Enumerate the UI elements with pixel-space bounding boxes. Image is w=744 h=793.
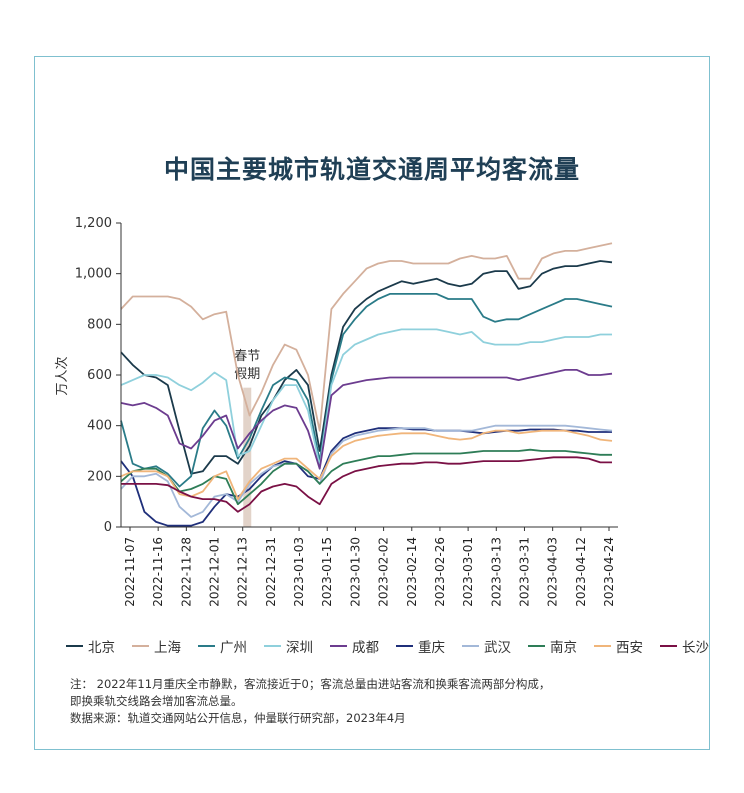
legend-item: 长沙: [660, 636, 709, 656]
legend-label: 上海: [154, 640, 181, 656]
legend-swatch: [528, 645, 545, 647]
legend-label: 成都: [352, 640, 379, 656]
y-tick-label: 600: [87, 368, 112, 383]
legend-swatch: [660, 645, 677, 647]
legend-label: 重庆: [418, 640, 445, 656]
series-line-南京: [120, 448, 612, 506]
legend-label: 广州: [220, 640, 247, 656]
series-line-北京: [120, 260, 613, 475]
x-tick-label: 2023-01-30: [348, 537, 362, 607]
x-tick-label: 2022-12-01: [208, 537, 222, 607]
y-tick-label: 1,000: [75, 267, 112, 282]
legend-item: 南京: [528, 636, 577, 656]
legend-item: 西安: [594, 636, 643, 656]
legend-label: 武汉: [484, 640, 511, 656]
y-axis-label: 万人次: [54, 356, 70, 395]
footnote: 注： 2022年11月重庆全市静默，客流接近于0；客流总量由进站客流和换乘客流两…: [70, 676, 670, 710]
series-line-重庆: [120, 427, 612, 527]
legend-label: 西安: [616, 640, 643, 656]
series-line-成都: [120, 369, 613, 470]
y-tick-label: 1,200: [75, 216, 112, 231]
x-tick-label: 2023-03-31: [517, 537, 531, 607]
legend-swatch: [594, 645, 611, 647]
x-tick-label: 2023-02-14: [405, 537, 419, 607]
x-tick-label: 2023-02-26: [433, 537, 447, 607]
x-tick-label: 2022-11-28: [179, 537, 193, 607]
x-tick-label: 2023-02-02: [377, 537, 391, 607]
x-tick-label: 2022-11-16: [151, 537, 165, 607]
x-tick-label: 2023-04-03: [546, 537, 560, 607]
legend-swatch: [198, 645, 215, 647]
series-line-广州: [120, 293, 613, 488]
footnote-line-1: 注： 2022年11月重庆全市静默，客流接近于0；客流总量由进站客流和换乘客流两…: [70, 677, 551, 691]
legend-swatch: [462, 645, 479, 647]
spring-festival-band: [243, 387, 252, 527]
x-tick-label: 2023-04-12: [574, 537, 588, 607]
legend-label: 北京: [88, 640, 115, 656]
legend-item: 北京: [66, 636, 115, 656]
legend-swatch: [264, 645, 281, 647]
footnote-line-2: 即换乘轨交线路会增加客流总量。: [70, 694, 243, 708]
y-tick-label: 200: [87, 469, 112, 484]
legend-item: 重庆: [396, 636, 445, 656]
legend-swatch: [330, 645, 347, 647]
series-layer: [120, 242, 613, 527]
legend-label: 南京: [550, 640, 577, 656]
x-tick-label: 2022-12-31: [264, 537, 278, 607]
legend-swatch: [132, 645, 149, 647]
x-tick-label: 2022-11-07: [123, 537, 137, 607]
data-source: 数据来源：轨道交通网站公开信息，仲量联行研究部，2023年4月: [70, 711, 406, 725]
series-line-深圳: [120, 328, 612, 468]
legend-swatch: [396, 645, 413, 647]
x-tick-label: 2022-12-13: [236, 537, 250, 607]
legend-item: 成都: [330, 636, 379, 656]
legend-item: 广州: [198, 636, 247, 656]
chart-card: [34, 56, 710, 750]
legend-item: 上海: [132, 636, 181, 656]
series-line-长沙: [121, 456, 612, 513]
y-tick-label: 800: [87, 317, 112, 332]
legend-item: 武汉: [462, 636, 511, 656]
x-tick-label: 2023-01-03: [292, 537, 306, 607]
y-tick-label: 0: [104, 520, 112, 535]
legend-item: 深圳: [264, 636, 313, 656]
x-tick-label: 2023-03-01: [461, 537, 475, 607]
legend-label: 深圳: [286, 640, 313, 656]
y-tick-label: 400: [87, 419, 112, 434]
series-line-上海: [120, 242, 613, 432]
x-tick-label: 2023-04-24: [602, 537, 616, 607]
series-line-西安: [120, 429, 613, 500]
chart-title: 中国主要城市轨道交通周平均客流量: [163, 155, 580, 184]
annotation-line-2: 假期: [234, 367, 260, 382]
axes: 0 200 400 600 800 1,000 1,200 2022-11-07 2022-11…: [75, 216, 618, 607]
legend-label: 长沙: [682, 640, 709, 656]
legend: 北京 上海 广州 深圳 成都 重庆 武汉 南京 西安 长沙: [66, 636, 709, 656]
legend-swatch: [66, 645, 83, 647]
x-tick-label: 2023-01-15: [320, 537, 334, 607]
x-tick-label: 2023-03-13: [489, 537, 503, 607]
series-line-武汉: [120, 424, 613, 518]
annotation-line-1: 春节: [234, 349, 260, 364]
